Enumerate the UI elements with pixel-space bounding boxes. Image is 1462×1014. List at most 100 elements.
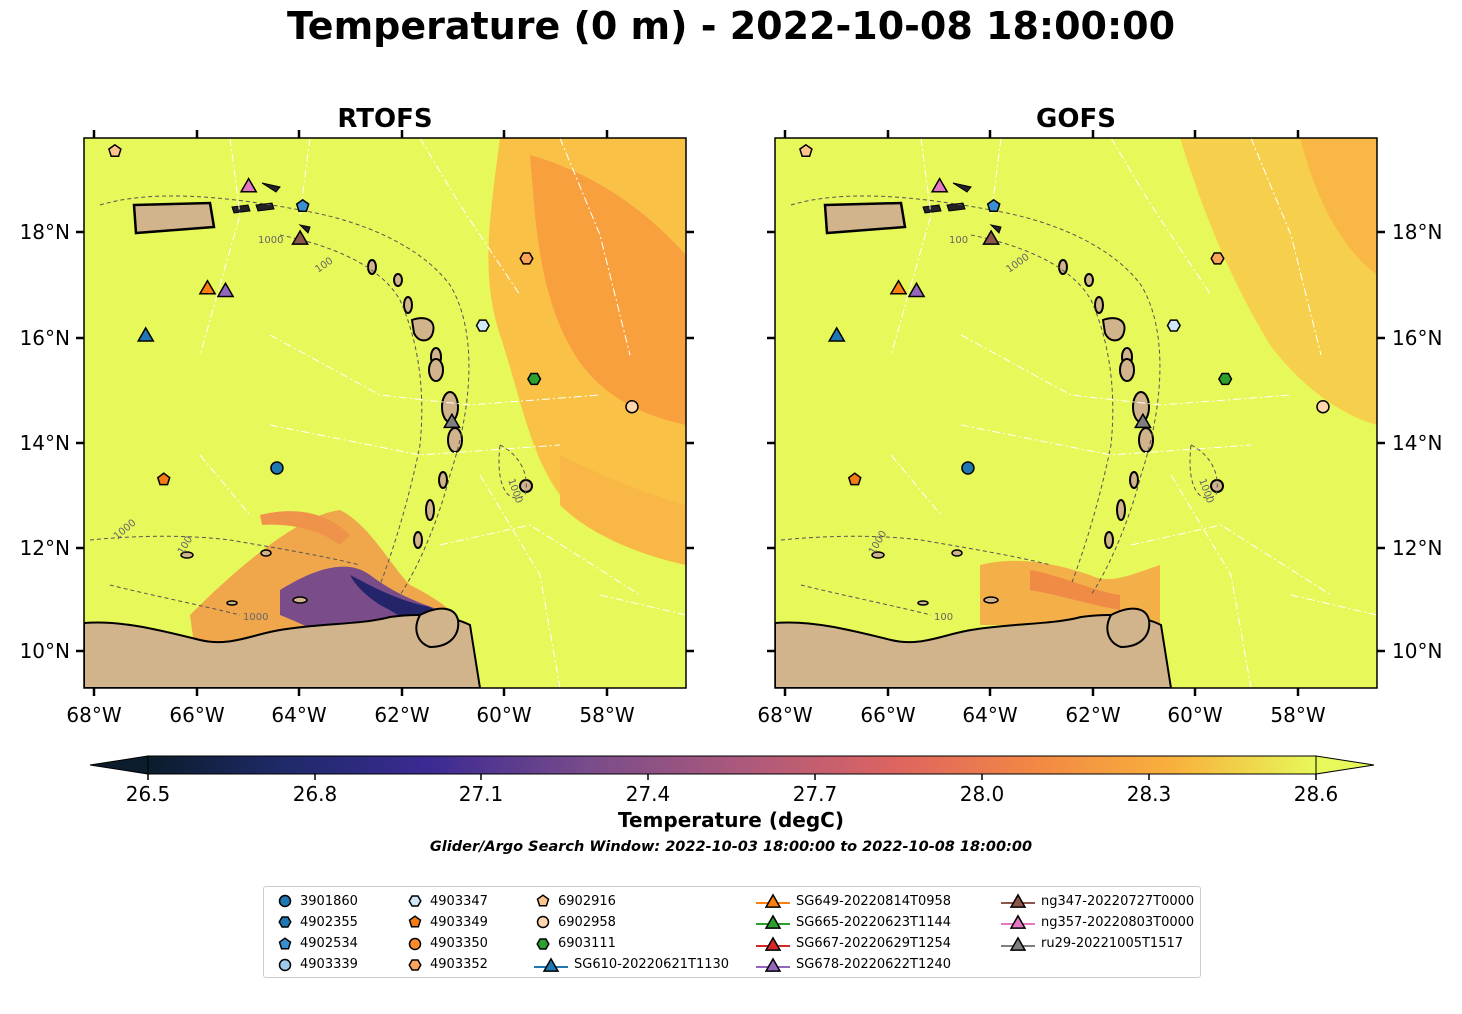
platform-marker-4903352 bbox=[1210, 252, 1225, 265]
lat-tick-label: 16°N bbox=[20, 326, 70, 350]
panel-frame bbox=[83, 137, 687, 689]
colorbar-tick-label: 26.5 bbox=[126, 782, 171, 806]
lat-tick-label: 14°N bbox=[20, 431, 70, 455]
platform-marker-6902916 bbox=[799, 143, 813, 157]
legend-marker bbox=[278, 894, 292, 908]
lat-tick-label: 12°N bbox=[1392, 536, 1442, 560]
panel-title-gofs: GOFS bbox=[1036, 104, 1116, 134]
map-panel-rtofs: RTOFS bbox=[20, 104, 694, 727]
platform-legend: 3901860 4902355 4902534 4903339 4903347 49033… bbox=[263, 886, 1201, 978]
legend-item: SG649-20220814T0958 bbox=[756, 891, 951, 911]
legend-item: ng347-20220727T0000 bbox=[1001, 891, 1194, 911]
abc-islands bbox=[871, 549, 999, 606]
legend-marker bbox=[408, 937, 422, 950]
lat-tick-label: 16°N bbox=[1392, 326, 1442, 350]
lon-tick-label: 66°W bbox=[860, 703, 915, 727]
depth-contours bbox=[89, 195, 527, 616]
legend-label: 4903349 bbox=[430, 914, 488, 930]
legend-label: 4902355 bbox=[300, 914, 358, 930]
lon-tick-label: 64°W bbox=[271, 703, 326, 727]
legend-item: 4902355 bbox=[276, 912, 358, 932]
legend-item: SG667-20220629T1254 bbox=[756, 934, 951, 954]
legend-marker bbox=[534, 957, 568, 972]
hot-plume bbox=[1030, 570, 1120, 610]
lat-tick-label: 14°N bbox=[1392, 431, 1442, 455]
panel-title-rtofs: RTOFS bbox=[337, 104, 432, 134]
platform-marker-ng347-20220727t0000 bbox=[982, 229, 1001, 245]
platform-markers-rtofs bbox=[108, 143, 639, 486]
platform-marker-ru29-20221005t1517 bbox=[1133, 412, 1152, 429]
legend-label: 4903352 bbox=[430, 957, 488, 973]
legend-label: SG667-20220629T1254 bbox=[796, 936, 952, 952]
legend-marker bbox=[756, 914, 790, 930]
plume-edge bbox=[260, 511, 350, 545]
hot-water-area bbox=[530, 155, 686, 425]
colorbar-tick-labels: 26.5 26.8 27.1 27.4 27.7 28.0 28.3 28.6 bbox=[126, 782, 1339, 806]
colorbar-min-arrow bbox=[89, 755, 149, 775]
colorbar-tick-label: 26.8 bbox=[293, 782, 338, 806]
platform-marker-sg678-20220622t1240 bbox=[907, 281, 926, 298]
platform-marker-6902958 bbox=[1316, 399, 1330, 414]
legend-marker bbox=[278, 958, 292, 972]
legend-item: SG665-20220623T1144 bbox=[756, 912, 951, 932]
legend-item: ng357-20220803T0000 bbox=[1001, 912, 1194, 932]
lat-ticks-right: 18°N 16°N 14°N 12°N 10°N bbox=[767, 220, 1442, 663]
depth-contours bbox=[780, 195, 1218, 616]
virgin-islands bbox=[231, 182, 311, 234]
eez-boundaries bbox=[890, 138, 1377, 688]
lat-tick-label: 18°N bbox=[1392, 220, 1442, 244]
lon-tick-label: 62°W bbox=[374, 703, 429, 727]
lesser-antilles-islands bbox=[1058, 259, 1224, 549]
colorbar-max-arrow bbox=[1315, 755, 1375, 775]
colorbar-tick-label: 28.6 bbox=[1294, 782, 1339, 806]
legend-marker bbox=[536, 937, 550, 950]
svg-text:1000: 1000 bbox=[258, 235, 283, 246]
lon-tick-label: 62°W bbox=[1065, 703, 1120, 727]
colorbar-tick-label: 28.3 bbox=[1127, 782, 1172, 806]
colorbar-label: Temperature (degC) bbox=[618, 808, 844, 832]
platform-marker-4902534 bbox=[295, 198, 310, 212]
legend-label: 4903350 bbox=[430, 936, 488, 952]
platform-marker-3901860 bbox=[270, 461, 284, 475]
svg-text:100: 100 bbox=[934, 612, 953, 623]
colorbar-gradient bbox=[147, 755, 1317, 775]
legend-marker bbox=[756, 893, 790, 908]
platform-marker-sg649-20220814t0958 bbox=[889, 279, 908, 295]
lat-tick-label: 18°N bbox=[20, 220, 70, 244]
legend-marker bbox=[756, 935, 790, 951]
platform-marker-4902534 bbox=[986, 198, 1001, 212]
legend-marker bbox=[756, 957, 790, 972]
legend-item: 3901860 bbox=[276, 891, 358, 911]
legend-label: 6902916 bbox=[558, 893, 616, 909]
lat-tick-label: 10°N bbox=[20, 639, 70, 663]
legend-item: 4903352 bbox=[406, 955, 488, 975]
platform-marker-sg610-20220621t1130 bbox=[827, 326, 846, 342]
platform-marker-3901860 bbox=[961, 461, 975, 475]
svg-text:100: 100 bbox=[949, 235, 968, 246]
platform-marker-sg610-20220621t1130 bbox=[136, 326, 155, 342]
platform-marker-4903347 bbox=[475, 319, 490, 332]
legend-item: 4902534 bbox=[276, 934, 358, 954]
colorbar-ticks bbox=[147, 774, 1317, 780]
map-panel-gofs: GOFS bbox=[757, 104, 1442, 727]
colorbar: 26.5 26.8 27.1 27.4 27.7 28.0 28.3 28.6 bbox=[89, 755, 1375, 806]
colorbar-tick-label: 27.7 bbox=[793, 782, 838, 806]
puerto-rico-island bbox=[132, 201, 216, 235]
warm-water-area-south bbox=[560, 455, 686, 565]
lon-tick-label: 68°W bbox=[757, 703, 812, 727]
map-figure: RTOFS bbox=[20, 104, 1443, 727]
legend-label: SG649-20220814T0958 bbox=[796, 893, 952, 909]
legend-marker bbox=[1001, 914, 1035, 930]
legend-item: ru29-20221005T1517 bbox=[1001, 934, 1183, 954]
hot-water-area bbox=[1300, 138, 1377, 275]
platform-marker-ru29-20221005t1517 bbox=[442, 412, 461, 429]
legend-marker bbox=[536, 894, 550, 907]
lon-ticks-right: 68°W 66°W 64°W 62°W 60°W 58°W bbox=[757, 130, 1326, 727]
lon-tick-label: 64°W bbox=[962, 703, 1017, 727]
legend-item: SG678-20220622T1240 bbox=[756, 955, 951, 975]
platform-marker-sg649-20220814t0958 bbox=[198, 279, 217, 295]
lat-ticks-left: 18°N 16°N 14°N 12°N 10°N bbox=[20, 220, 694, 663]
platform-marker-6902958 bbox=[625, 399, 639, 414]
legend-item: 6902958 bbox=[534, 912, 616, 932]
legend-item: 4903347 bbox=[406, 891, 488, 911]
